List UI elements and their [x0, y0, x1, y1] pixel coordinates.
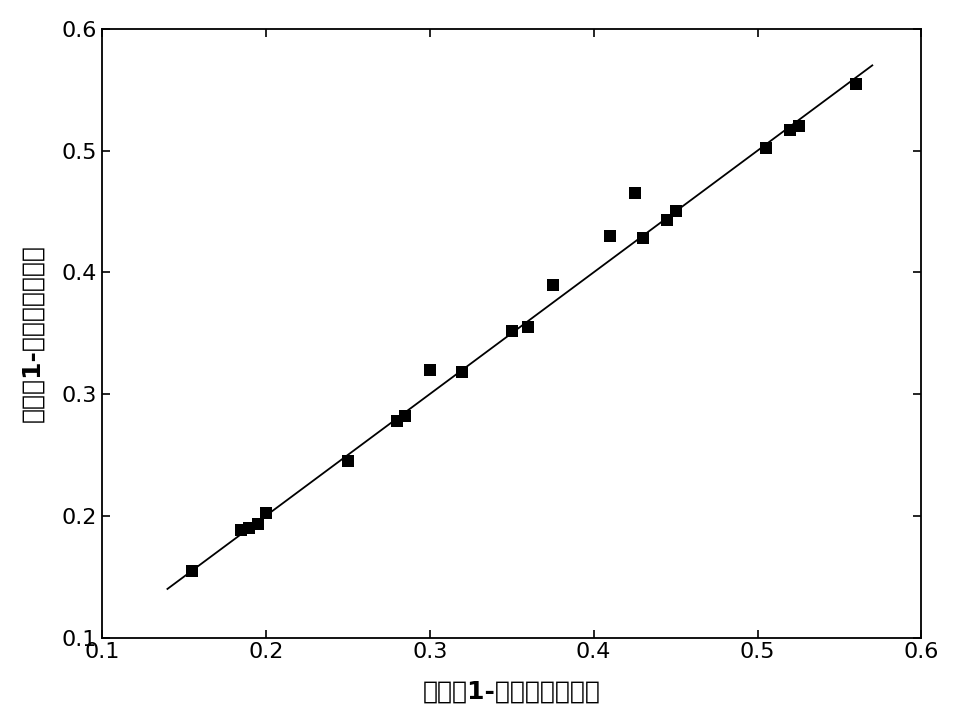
Point	[340, 455, 355, 467]
Point	[602, 230, 617, 242]
Point	[397, 411, 413, 422]
Point	[250, 518, 265, 530]
Point	[520, 321, 536, 333]
Point	[849, 78, 864, 90]
Point	[545, 279, 561, 290]
Point	[184, 565, 200, 576]
X-axis label: 实测倃1-横向最大压缩率: 实测倃1-横向最大压缩率	[422, 679, 601, 703]
Point	[233, 525, 249, 536]
Point	[636, 232, 651, 244]
Point	[242, 522, 257, 534]
Point	[455, 366, 470, 378]
Point	[627, 188, 642, 199]
Point	[782, 124, 798, 135]
Point	[258, 508, 274, 519]
Point	[758, 143, 774, 154]
Point	[504, 325, 519, 337]
Point	[668, 206, 684, 217]
Y-axis label: 模型倃1-横向最大压缩率: 模型倃1-横向最大压缩率	[21, 244, 45, 422]
Point	[791, 120, 806, 132]
Point	[660, 214, 675, 226]
Point	[422, 364, 438, 376]
Point	[389, 415, 404, 426]
